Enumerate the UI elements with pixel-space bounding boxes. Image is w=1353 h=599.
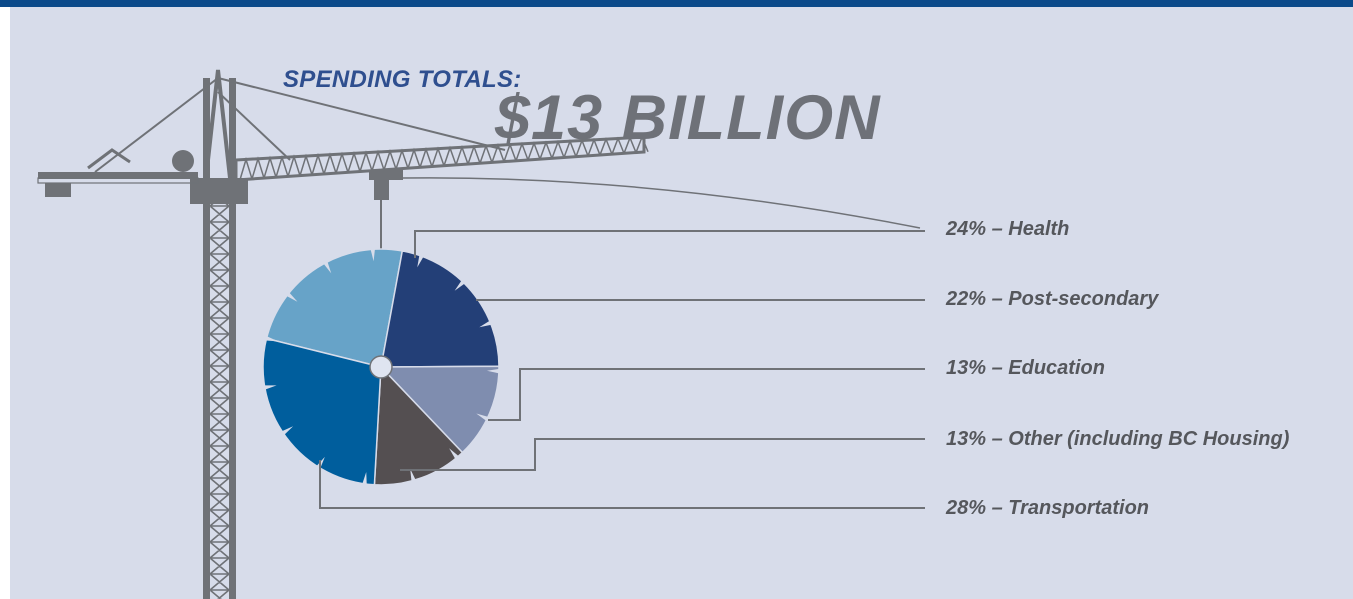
crane-counter-jib bbox=[37, 148, 199, 197]
pie-slice-post-secondary bbox=[380, 250, 500, 368]
chart-title: SPENDING TOTALS: bbox=[283, 66, 522, 93]
leader-line-education bbox=[488, 368, 925, 421]
blade-notch bbox=[417, 253, 425, 268]
legend-label-education: 13% – Education bbox=[946, 357, 1105, 379]
crane-pendants bbox=[94, 77, 506, 173]
blade-notch bbox=[284, 291, 298, 302]
blade-notch bbox=[370, 247, 376, 262]
spending-total: $13 BILLION bbox=[495, 83, 881, 153]
top-border bbox=[0, 0, 1353, 7]
legend-label-post-secondary: 22% – Post-secondary bbox=[946, 288, 1159, 310]
blade-notch bbox=[322, 259, 332, 274]
leader-lines bbox=[319, 230, 925, 509]
blade-notch bbox=[486, 368, 501, 374]
crane-cable bbox=[402, 177, 921, 229]
crane-cat-head bbox=[204, 69, 232, 179]
legend-label-health: 24% – Health bbox=[946, 218, 1070, 240]
blade-notch bbox=[262, 385, 277, 391]
blade-notch bbox=[449, 448, 461, 461]
blade-notch bbox=[479, 319, 494, 328]
pie-chart bbox=[262, 247, 501, 487]
crane-illustration bbox=[37, 69, 921, 599]
leader-line-transportation bbox=[319, 460, 925, 509]
legend-label-transportation: 28% – Transportation bbox=[946, 497, 1150, 519]
blade-notch bbox=[263, 335, 279, 342]
pie-slice-transportation bbox=[262, 337, 382, 486]
legend-label-other: 13% – Other (including BC Housing) bbox=[946, 428, 1290, 450]
leader-line-health bbox=[414, 230, 925, 258]
leader-line-other bbox=[400, 438, 925, 471]
blade-notch bbox=[361, 471, 367, 487]
crane-cab bbox=[190, 178, 248, 204]
blade-notch bbox=[454, 278, 467, 291]
pie-slice-health bbox=[265, 248, 404, 368]
blade-notch bbox=[476, 413, 490, 422]
blade-notch bbox=[280, 426, 294, 437]
pie-slice-other bbox=[373, 365, 464, 486]
blade-notch bbox=[410, 468, 417, 484]
pie-center-hub bbox=[369, 355, 393, 379]
crane-jib bbox=[234, 135, 649, 182]
